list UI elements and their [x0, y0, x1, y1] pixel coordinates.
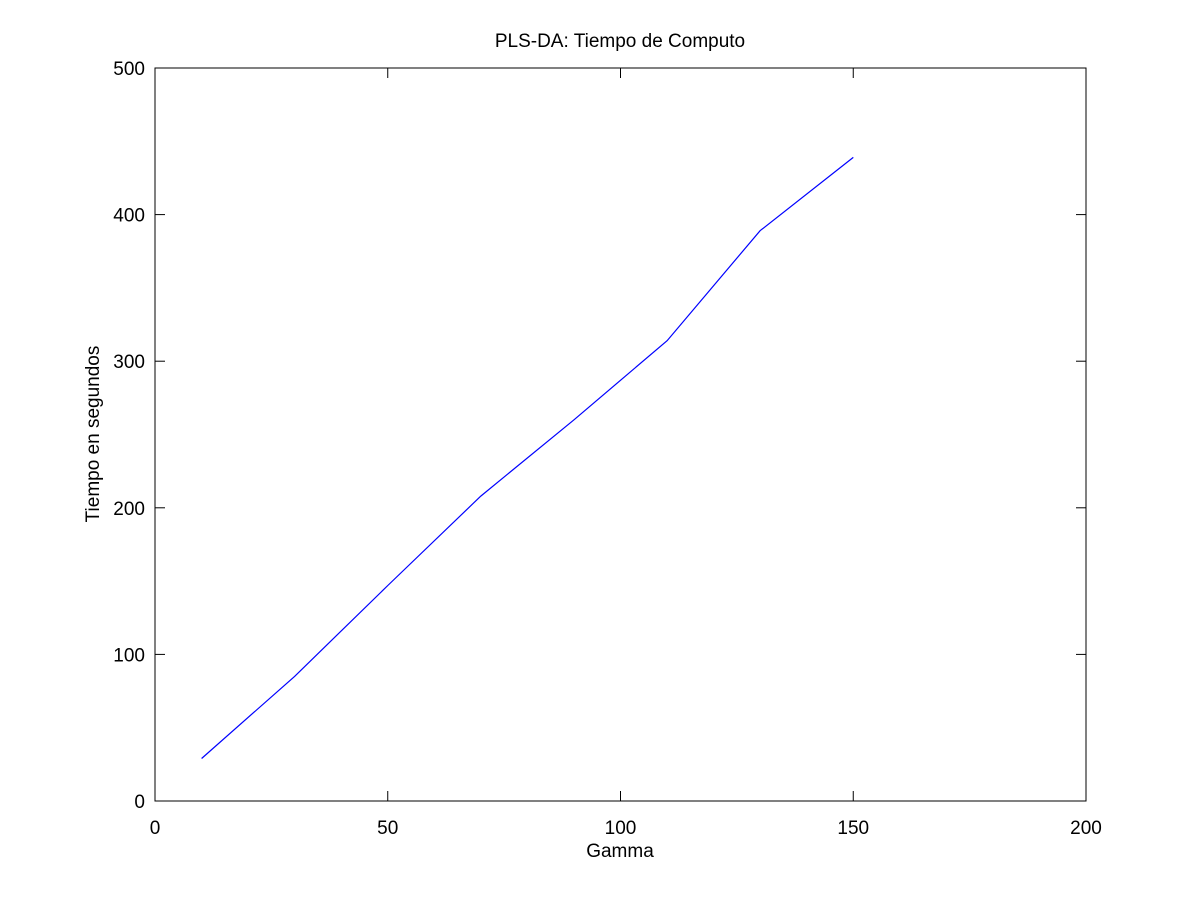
- y-tick-label: 500: [113, 59, 145, 80]
- series-line-0: [201, 156, 854, 759]
- y-axis-label: Tiempo en segundos: [83, 346, 104, 523]
- y-tick-label: 300: [113, 352, 145, 373]
- x-tick-label: 150: [837, 818, 869, 839]
- x-tick-label: 200: [1070, 818, 1102, 839]
- y-tick-label: 100: [113, 645, 145, 666]
- x-tick-label: 0: [150, 818, 161, 839]
- y-tick-label: 400: [113, 206, 145, 227]
- y-tick-label: 200: [113, 499, 145, 520]
- plot-area-frame: [154, 67, 1087, 802]
- x-axis-label: Gamma: [586, 841, 654, 862]
- x-tick-label: 50: [377, 818, 398, 839]
- y-tick-label: 0: [134, 792, 145, 813]
- chart-title: PLS-DA: Tiempo de Computo: [495, 31, 745, 52]
- x-tick-label: 100: [605, 818, 637, 839]
